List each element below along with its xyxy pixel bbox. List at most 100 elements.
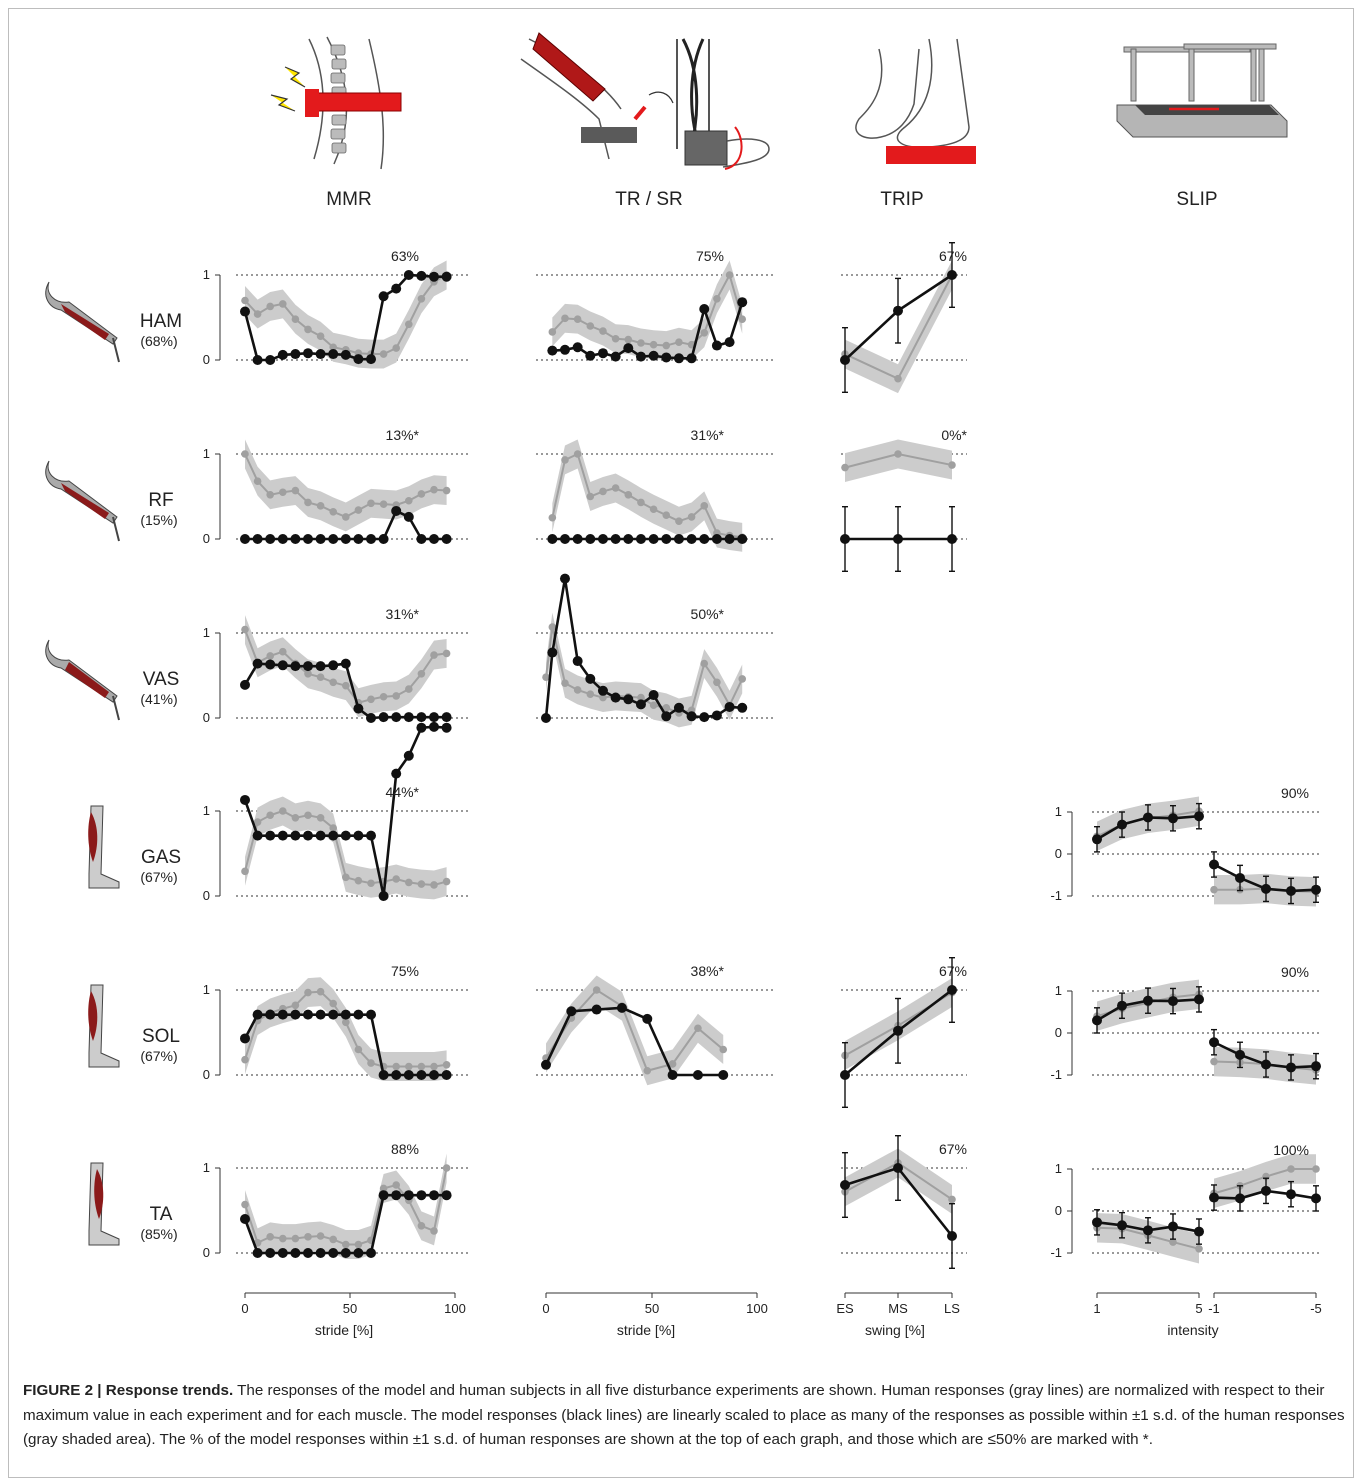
model-point xyxy=(893,1025,903,1036)
rear-foot-icon xyxy=(855,48,920,139)
human-point xyxy=(894,450,902,458)
muscle-icon xyxy=(88,812,98,862)
leg-vas-icon xyxy=(45,639,120,721)
percent-label: 50%* xyxy=(691,606,725,622)
model-point xyxy=(623,534,634,544)
model-point xyxy=(840,1180,850,1190)
model-point xyxy=(353,830,364,841)
y-tick-label: 0 xyxy=(203,1067,210,1082)
model-point xyxy=(1311,1193,1321,1204)
model-point xyxy=(699,534,710,544)
model-point xyxy=(378,712,389,723)
human-point xyxy=(675,517,683,525)
model-point xyxy=(541,713,551,723)
model-point xyxy=(441,1190,452,1201)
panel-mmr-vas: 1 0 31%* xyxy=(203,606,471,725)
model-point xyxy=(1261,883,1271,894)
illustrations xyxy=(270,32,1288,170)
model-point xyxy=(441,271,452,282)
human-point xyxy=(405,685,413,693)
model-point xyxy=(366,1248,376,1258)
y-tick-label: 1 xyxy=(203,982,210,997)
y-tick-label: 1 xyxy=(203,1160,210,1175)
human-point xyxy=(442,486,451,495)
human-point xyxy=(304,498,312,507)
panel-trsr-sol: 38%* xyxy=(536,963,774,1086)
model-point xyxy=(1143,812,1153,823)
human-sd-band xyxy=(245,1153,447,1259)
model-point xyxy=(403,1070,414,1080)
human-point xyxy=(675,338,683,346)
vertebra-icon xyxy=(330,128,346,140)
human-point xyxy=(342,1240,350,1249)
human-point xyxy=(649,340,658,349)
x-tick-label: 0 xyxy=(241,1301,248,1316)
model-point xyxy=(391,768,402,779)
human-point xyxy=(342,1018,350,1027)
human-point xyxy=(649,701,658,710)
x-tick-label: 50 xyxy=(343,1301,357,1316)
model-point xyxy=(597,685,608,696)
human-sd-band xyxy=(552,260,743,360)
panel-trsr-ham: 75% xyxy=(536,248,774,364)
model-point xyxy=(547,534,558,544)
x-tick-label: LS xyxy=(944,1301,960,1316)
model-point xyxy=(366,830,376,841)
percent-label: 90% xyxy=(1281,964,1309,980)
x-axis-label: intensity xyxy=(1167,1322,1218,1338)
model-point xyxy=(252,830,263,841)
human-sd-band xyxy=(245,796,447,900)
model-point xyxy=(340,658,351,669)
model-point xyxy=(1168,996,1178,1007)
human-point xyxy=(948,1195,956,1204)
shank-icon xyxy=(112,516,120,542)
human-point xyxy=(342,681,350,690)
human-point xyxy=(291,814,300,822)
column-title-slip: SLIP xyxy=(1176,189,1217,210)
y-tick-label: 1 xyxy=(203,267,210,282)
model-point xyxy=(403,511,414,522)
model-point xyxy=(353,354,364,365)
column-title-mmr: MMR xyxy=(326,189,371,210)
y-tick-label: 0 xyxy=(1055,1203,1062,1218)
human-sd-band xyxy=(245,615,447,718)
human-point xyxy=(611,334,620,343)
human-point xyxy=(442,1061,451,1069)
human-point xyxy=(304,670,312,678)
model-point xyxy=(673,702,684,713)
percent-label: 90% xyxy=(1281,785,1309,801)
muscle-icon xyxy=(88,991,98,1041)
model-point xyxy=(378,1190,389,1201)
model-point xyxy=(429,534,439,544)
model-point xyxy=(378,1070,389,1080)
model-point xyxy=(265,659,276,670)
arrow-icon xyxy=(648,91,674,104)
human-sd-band xyxy=(845,260,952,394)
y-tick-label: -1 xyxy=(1050,1067,1062,1082)
model-point xyxy=(303,534,313,544)
lightning-icon xyxy=(270,94,296,112)
human-point xyxy=(637,339,645,347)
model-point xyxy=(623,343,634,354)
percent-label: 44%* xyxy=(386,784,420,800)
panel-slip-sol: 1 0 -1 90% xyxy=(1050,964,1321,1085)
panel-trsr-vas: 50%* xyxy=(536,573,774,728)
model-point xyxy=(252,658,263,669)
human-point xyxy=(573,450,582,458)
human-response-line xyxy=(551,452,743,539)
percent-label: 13%* xyxy=(386,427,420,443)
model-point xyxy=(378,891,389,901)
model-point xyxy=(441,534,452,544)
model-point xyxy=(240,1214,250,1224)
x-axes: 0 50 100 stride [%] 0 50 100 stride [%] ES MS LS sw… xyxy=(241,1292,1322,1338)
human-point xyxy=(592,986,601,994)
human-point xyxy=(367,1059,375,1067)
rotation-arrow-icon xyxy=(724,126,743,170)
y-tick-label: 0 xyxy=(203,888,210,903)
human-point xyxy=(713,295,721,303)
model-point xyxy=(1143,995,1153,1006)
human-point xyxy=(329,678,338,687)
mmr-illustration xyxy=(270,36,402,170)
human-sd-band xyxy=(552,439,743,552)
x-tick-label: 1 xyxy=(1093,1301,1100,1316)
